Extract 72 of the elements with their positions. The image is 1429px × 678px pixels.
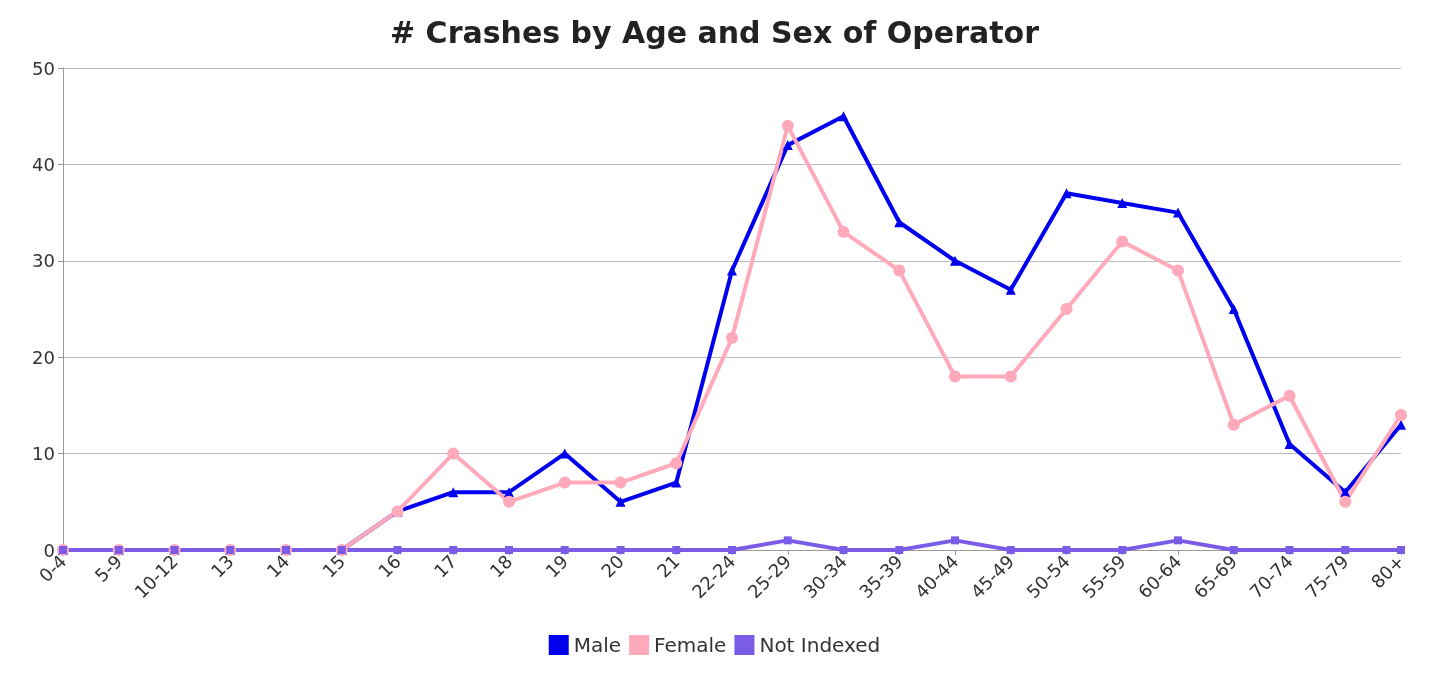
- point: [1339, 495, 1352, 508]
- point: [1395, 409, 1407, 422]
- point: [1397, 546, 1405, 554]
- y-tick-label: 50: [32, 57, 55, 79]
- x-tick-label: 20: [596, 550, 628, 582]
- point: [449, 546, 458, 554]
- point: [728, 546, 736, 554]
- point: [781, 119, 794, 132]
- point: [671, 477, 682, 488]
- point: [1396, 419, 1406, 430]
- y-tick-label: 0: [43, 539, 55, 561]
- point: [614, 476, 627, 489]
- x-tick-label: 19: [541, 550, 573, 582]
- x-tick-label: 21: [652, 550, 684, 582]
- point: [670, 457, 683, 470]
- point: [1172, 264, 1184, 277]
- point: [672, 546, 681, 554]
- y-tick-label: 40: [32, 153, 55, 175]
- chart-title: # Crashes by Age and Sex of Operator: [390, 14, 1040, 50]
- point: [1229, 546, 1238, 554]
- point: [1285, 546, 1294, 554]
- point: [893, 264, 906, 277]
- point: [503, 495, 515, 508]
- point: [1116, 235, 1129, 248]
- point: [393, 546, 402, 554]
- point: [448, 487, 459, 498]
- x-tick-label: 14: [262, 550, 294, 582]
- point: [1060, 303, 1073, 315]
- x-tick-label: 80+: [1366, 550, 1409, 593]
- point: [727, 265, 737, 276]
- point: [1061, 188, 1072, 199]
- point: [726, 331, 738, 344]
- point: [616, 546, 625, 554]
- point: [1005, 284, 1016, 295]
- point: [1283, 389, 1296, 402]
- point: [895, 546, 904, 554]
- y-tick-label: 10: [32, 443, 55, 465]
- point: [1174, 536, 1182, 545]
- y-tick-label: 30: [32, 250, 55, 272]
- point: [951, 536, 959, 545]
- point: [949, 370, 961, 383]
- point: [894, 217, 905, 228]
- point: [1006, 546, 1015, 554]
- point: [560, 546, 569, 554]
- x-tick-label: 5-9: [90, 550, 127, 587]
- x-tick-label: 15: [318, 550, 350, 582]
- point: [1227, 418, 1240, 431]
- y-tick-label: 20: [32, 346, 55, 368]
- point: [838, 111, 849, 122]
- point: [839, 546, 848, 554]
- x-tick-label: 18: [485, 550, 517, 582]
- point: [1004, 370, 1017, 383]
- point: [505, 546, 513, 554]
- legend-label: Female: [654, 633, 727, 657]
- point: [782, 140, 793, 151]
- point: [1117, 197, 1128, 208]
- point: [1118, 546, 1127, 554]
- point: [1228, 304, 1239, 314]
- point: [447, 447, 460, 460]
- legend-label: Not Indexed: [759, 633, 881, 657]
- x-tick-label: 17: [429, 550, 461, 582]
- point: [558, 476, 571, 489]
- point: [783, 536, 792, 545]
- point: [615, 496, 626, 507]
- point: [837, 225, 850, 238]
- legend-label: Male: [573, 633, 622, 657]
- point: [950, 255, 960, 266]
- point: [1173, 207, 1183, 218]
- x-tick-label: 16: [373, 550, 405, 582]
- point: [1341, 546, 1350, 554]
- point: [1062, 546, 1071, 554]
- x-tick-label: 13: [206, 550, 238, 582]
